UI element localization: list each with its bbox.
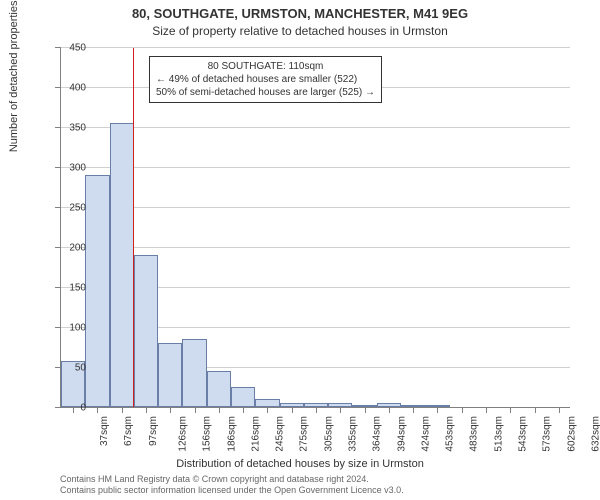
y-tick-label: 0 [80,403,86,414]
x-tick [510,407,511,413]
x-tick-label: 37sqm [99,416,110,446]
x-tick [437,407,438,413]
chart-container: 80, SOUTHGATE, URMSTON, MANCHESTER, M41 … [0,0,600,500]
x-tick-label: 364sqm [372,416,383,452]
histogram-bar [85,175,109,407]
x-tick-label: 453sqm [445,416,456,452]
x-tick [535,407,536,413]
y-tick [55,47,61,48]
y-tick [55,327,61,328]
x-tick [73,407,74,413]
annotation-line3: 50% of semi-detached houses are larger (… [156,86,375,99]
histogram-bar [207,371,231,407]
x-tick [389,407,390,413]
y-tick-label: 350 [69,123,86,134]
chart-title-main: 80, SOUTHGATE, URMSTON, MANCHESTER, M41 … [0,6,600,21]
x-tick-label: 394sqm [396,416,407,452]
x-tick-label: 632sqm [590,416,600,452]
copyright-line2: Contains public sector information licen… [60,485,404,496]
x-tick [97,407,98,413]
y-tick [55,207,61,208]
y-tick [55,407,61,408]
x-tick-label: 67sqm [123,416,134,446]
y-tick [55,247,61,248]
x-tick-label: 126sqm [178,416,189,452]
x-tick-label: 543sqm [518,416,529,452]
y-tick [55,287,61,288]
x-tick-label: 305sqm [323,416,334,452]
y-tick-label: 200 [69,243,86,254]
y-tick [55,87,61,88]
y-tick-label: 400 [69,83,86,94]
x-tick-label: 424sqm [420,416,431,452]
x-tick [219,407,220,413]
x-tick [559,407,560,413]
y-axis-label: Number of detached properties [8,1,20,153]
x-tick [170,407,171,413]
x-tick-label: 156sqm [202,416,213,452]
x-tick-label: 483sqm [469,416,480,452]
histogram-bar [110,123,134,407]
copyright-line1: Contains HM Land Registry data © Crown c… [60,474,404,485]
grid-line [61,247,570,248]
property-marker-line [133,48,134,407]
y-tick-label: 150 [69,283,86,294]
x-tick [462,407,463,413]
y-tick-label: 250 [69,203,86,214]
x-tick [365,407,366,413]
x-tick-label: 245sqm [275,416,286,452]
y-tick-label: 300 [69,163,86,174]
x-tick [486,407,487,413]
plot-area: 80 SOUTHGATE: 110sqm← 49% of detached ho… [60,48,570,408]
x-tick [340,407,341,413]
histogram-bar [255,399,279,407]
x-tick [316,407,317,413]
grid-line [61,167,570,168]
x-tick-label: 573sqm [542,416,553,452]
grid-line [61,207,570,208]
x-tick-label: 97sqm [148,416,159,446]
copyright-text: Contains HM Land Registry data © Crown c… [60,474,404,496]
x-tick [122,407,123,413]
chart-title-sub: Size of property relative to detached ho… [0,24,600,38]
x-tick-label: 275sqm [299,416,310,452]
annotation-line2: ← 49% of detached houses are smaller (52… [156,73,375,86]
y-tick [55,127,61,128]
annotation-line1: 80 SOUTHGATE: 110sqm [156,60,375,73]
x-tick [146,407,147,413]
y-tick-label: 450 [69,43,86,54]
y-tick-label: 50 [75,363,86,374]
histogram-bar [158,343,182,407]
histogram-bar [182,339,206,407]
x-tick-label: 602sqm [566,416,577,452]
y-tick [55,167,61,168]
x-tick [292,407,293,413]
x-tick [243,407,244,413]
x-tick-label: 335sqm [348,416,359,452]
x-tick-label: 513sqm [493,416,504,452]
x-tick [413,407,414,413]
histogram-bar [134,255,158,407]
x-tick [195,407,196,413]
y-tick-label: 100 [69,323,86,334]
annotation-box: 80 SOUTHGATE: 110sqm← 49% of detached ho… [149,56,382,103]
grid-line [61,127,570,128]
x-tick [267,407,268,413]
x-tick-label: 186sqm [226,416,237,452]
histogram-bar [231,387,255,407]
grid-line [61,47,570,48]
x-axis-label: Distribution of detached houses by size … [0,458,600,470]
x-tick-label: 216sqm [250,416,261,452]
